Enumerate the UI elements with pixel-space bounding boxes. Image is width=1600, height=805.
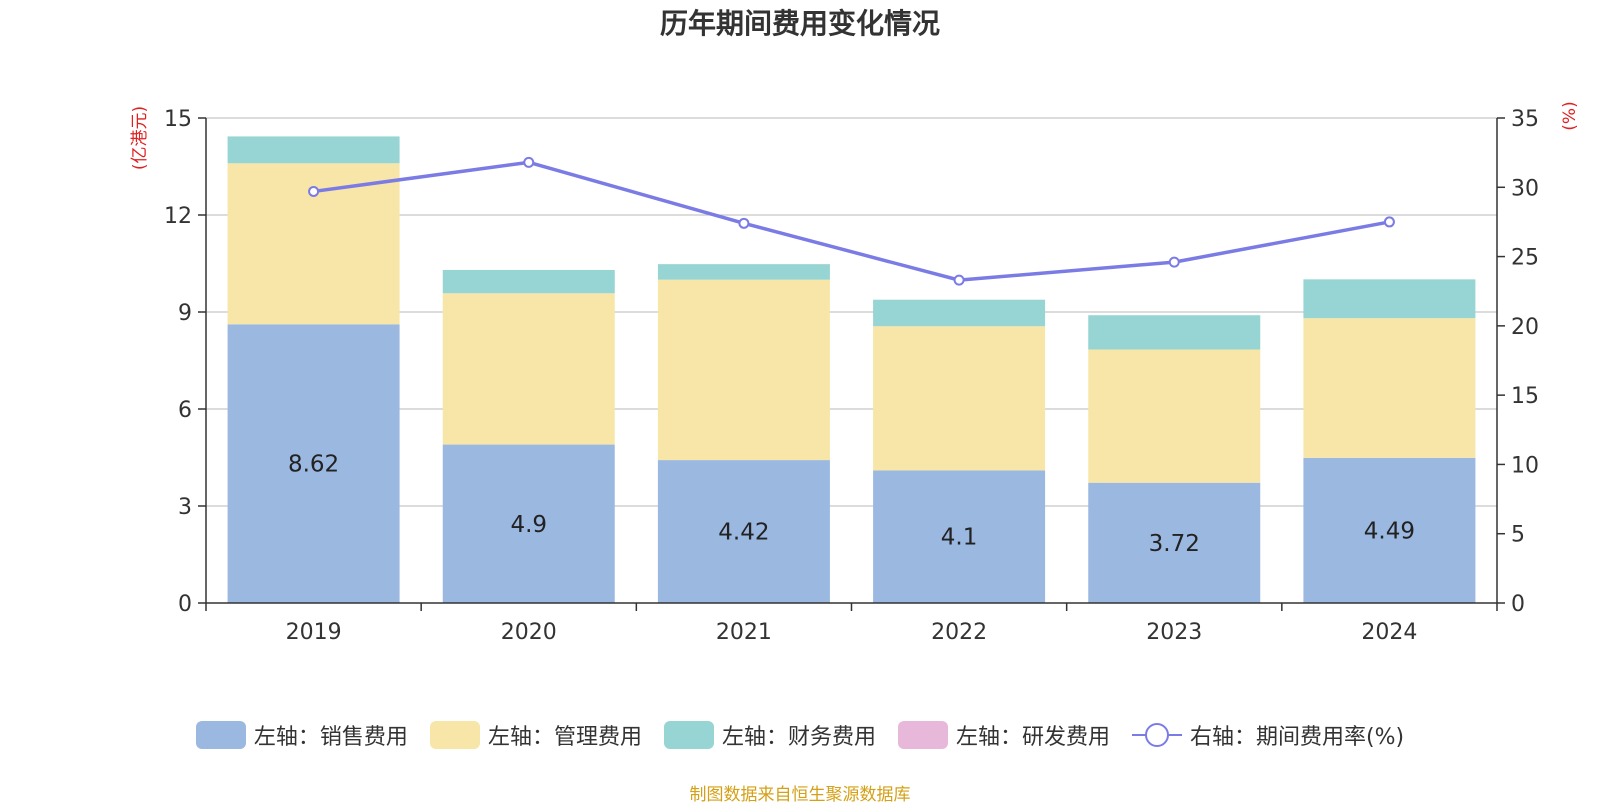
legend-swatch [663, 721, 714, 749]
rate-point [953, 274, 965, 286]
right-tick-label: 0 [1511, 592, 1525, 617]
right-tick-label: 35 [1511, 107, 1539, 132]
left-tick-label: 9 [178, 301, 192, 326]
legend-swatch [195, 721, 246, 749]
legend-item[interactable]: 左轴：销售费用 [195, 720, 408, 750]
bar-segment [1088, 349, 1261, 483]
x-tick-label: 2019 [286, 620, 342, 645]
x-tick-label: 2020 [501, 620, 557, 645]
source-note: 制图数据来自恒生聚源数据库 [689, 785, 911, 805]
legend-label: 右轴：期间费用率(%) [1189, 725, 1405, 750]
left-axis-unit-label: (亿港元) [130, 106, 150, 170]
left-tick-label: 12 [164, 204, 192, 229]
legend-line-marker-icon [1131, 721, 1182, 749]
rate-line [313, 160, 1390, 282]
bar-segment [657, 460, 830, 603]
rate-point [738, 217, 750, 229]
bar-segment [1303, 457, 1476, 603]
data-label: 4.42 [718, 520, 769, 546]
legend-swatch [429, 721, 480, 749]
bar-segment [657, 264, 830, 280]
legend-label: 左轴：管理费用 [487, 725, 642, 750]
bar-segment [1088, 482, 1261, 603]
legend-label: 左轴：财务费用 [721, 725, 876, 750]
data-label: 4.1 [941, 525, 978, 551]
right-tick-label: 5 [1511, 523, 1525, 548]
x-tick-label: 2022 [931, 620, 987, 645]
left-tick-label: 6 [178, 398, 192, 423]
left-tick-label: 3 [178, 495, 192, 520]
legend: 左轴：销售费用 左轴：管理费用 左轴：财务费用 左轴：研发费用 右轴：期间费用率(%) [0, 720, 1600, 750]
data-label: 4.49 [1364, 518, 1415, 544]
rate-point [1383, 216, 1395, 228]
right-tick-label: 15 [1511, 384, 1539, 409]
bar-segment [1303, 318, 1476, 458]
x-tick-label: 2021 [716, 620, 772, 645]
data-label: 4.9 [510, 512, 547, 538]
right-tick-label: 20 [1511, 315, 1539, 340]
right-tick-label: 10 [1511, 453, 1539, 478]
rate-point [308, 185, 320, 197]
right-axis-unit-label: (%) [1560, 101, 1580, 130]
left-tick-label: 0 [178, 592, 192, 617]
legend-label: 左轴：销售费用 [253, 725, 408, 750]
right-tick-label: 25 [1511, 246, 1539, 271]
legend-item[interactable]: 左轴：财务费用 [663, 720, 876, 750]
bar-segment [442, 293, 615, 445]
legend-item[interactable]: 左轴：管理费用 [429, 720, 642, 750]
bar-segment [1303, 279, 1476, 319]
legend-label: 左轴：研发费用 [955, 725, 1110, 750]
right-tick-label: 30 [1511, 176, 1539, 201]
bar-segment [227, 136, 400, 164]
data-label: 8.62 [288, 452, 339, 478]
rate-point [523, 156, 535, 168]
bar-segment [442, 269, 615, 294]
bar-segment [873, 299, 1046, 327]
chart-canvas: 8.62 4.9 4.42 4.1 3.72 4.49 0 3 6 9 12 15 0 5 10 15 20 25… [130, 101, 1580, 645]
x-tick-label: 2024 [1361, 620, 1417, 645]
legend-swatch [897, 721, 948, 749]
data-label: 3.72 [1149, 531, 1200, 557]
bar-segment [657, 279, 830, 461]
x-tick-label: 2023 [1146, 620, 1202, 645]
bar-segment [873, 326, 1046, 471]
legend-item[interactable]: 右轴：期间费用率(%) [1131, 720, 1405, 750]
rate-point [1168, 256, 1180, 268]
chart-title: 历年期间费用变化情况 [659, 7, 940, 40]
bar-segment [1088, 315, 1261, 350]
bar-segment [442, 444, 615, 603]
legend-item[interactable]: 左轴：研发费用 [897, 720, 1110, 750]
bar-segment [873, 470, 1046, 603]
left-tick-label: 15 [164, 107, 192, 132]
bar-segment [227, 324, 400, 603]
